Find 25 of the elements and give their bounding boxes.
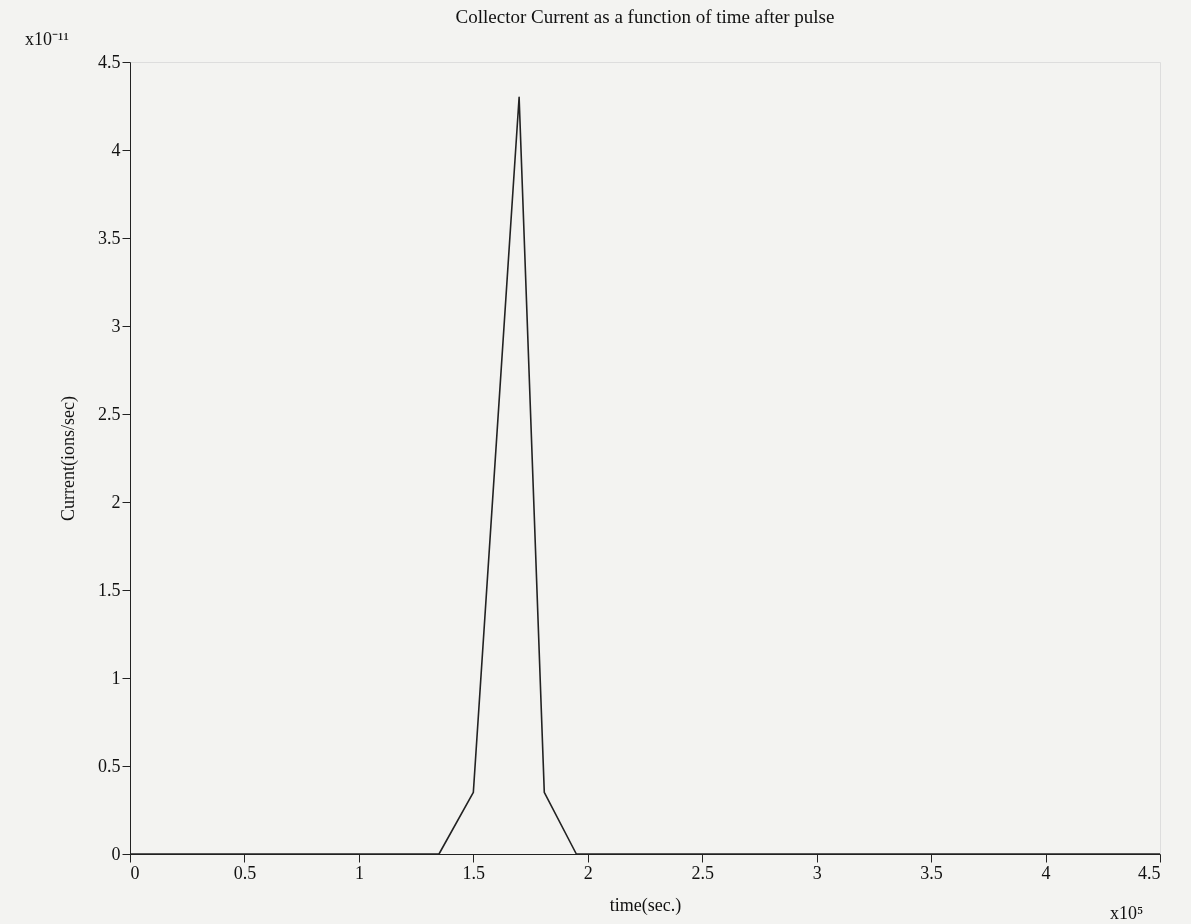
chart-title: Collector Current as a function of time after pulse: [455, 6, 835, 27]
y-tick-label: 1.5: [98, 579, 121, 600]
x-axis-title: time(sec.): [609, 894, 682, 916]
text: x10⁵: [1110, 903, 1144, 923]
x-tick-label: 1: [354, 862, 364, 883]
x-tick-label: 4.5: [1138, 862, 1161, 883]
x-tick-label: 0.5: [233, 862, 257, 883]
y-axis-title: Current(ions/sec): [58, 396, 79, 521]
y-tick-label: 2.5: [98, 403, 121, 424]
y-tick-label: 4: [111, 139, 121, 160]
x-tick-label: 4: [1041, 862, 1051, 883]
y-tick-label: 0: [111, 843, 121, 864]
x-tick-label: 2: [583, 862, 593, 883]
x-tick-label: 3.5: [920, 862, 943, 883]
x-tick-label: 1.5: [462, 862, 486, 883]
y-tick-label: 0.5: [98, 755, 121, 776]
x-tick-label: 2.5: [691, 862, 714, 883]
y-tick-label: 2: [111, 491, 121, 512]
y-tick-label: 3.5: [98, 227, 121, 248]
text: x10⁻¹¹: [25, 29, 69, 49]
x-tick-label: 0: [130, 862, 140, 883]
y-tick-label: 4.5: [98, 51, 121, 72]
y-tick-label: 1: [111, 667, 121, 688]
y-tick-label: 3: [111, 315, 121, 336]
x-tick-label: 3: [812, 862, 822, 883]
